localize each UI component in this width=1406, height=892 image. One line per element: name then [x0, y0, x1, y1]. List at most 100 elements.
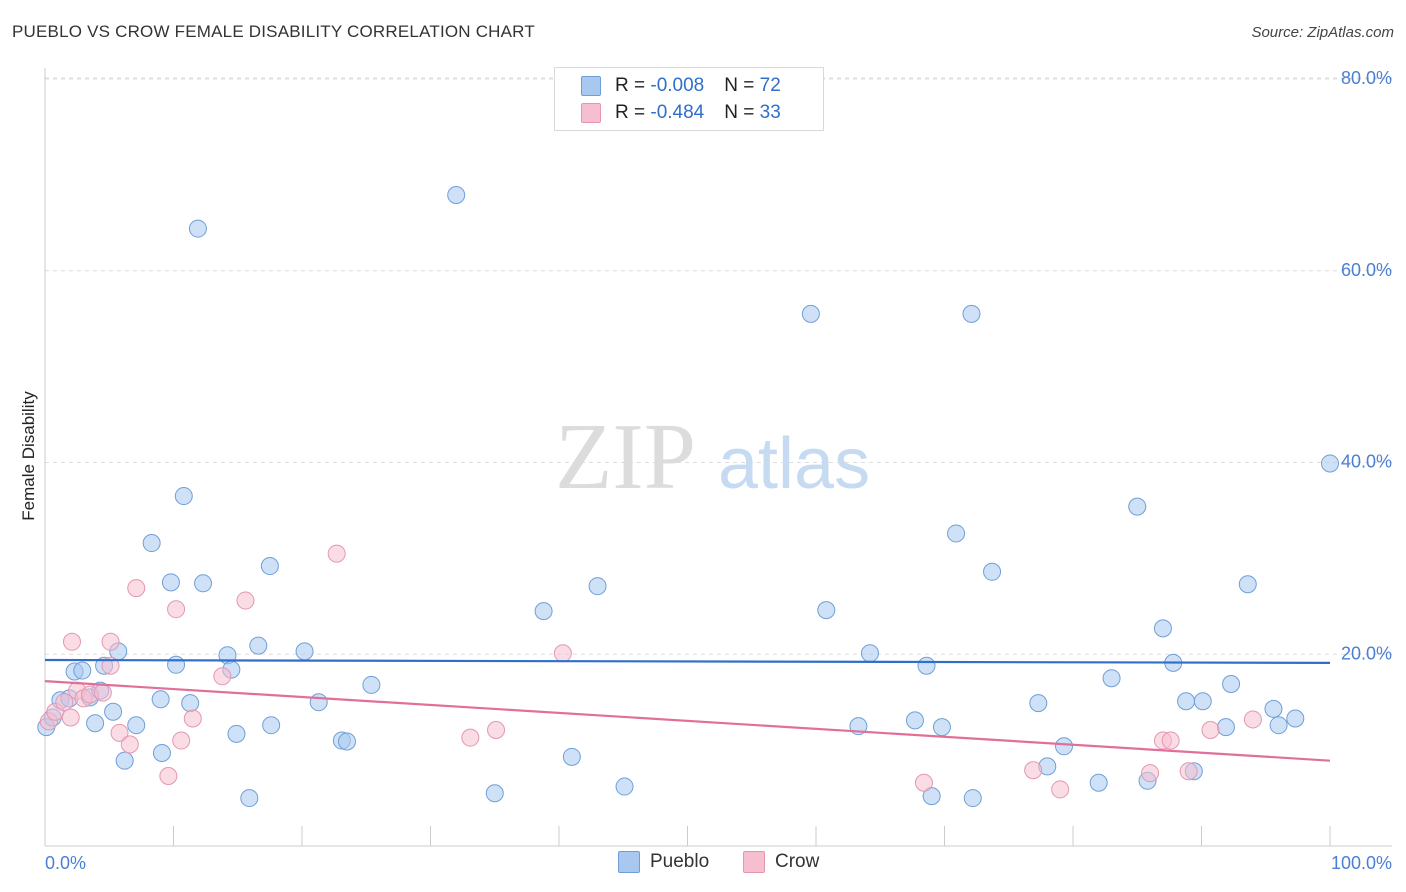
trend-lines: [44, 658, 1331, 762]
pueblo-point: [1264, 699, 1283, 718]
chart-title: PUEBLO VS CROW FEMALE DISABILITY CORRELA…: [12, 22, 535, 41]
legend-label-crow: Crow: [775, 851, 820, 872]
crow-point: [110, 723, 129, 742]
pueblo-point: [922, 787, 941, 806]
pueblo-point: [447, 186, 466, 205]
pueblo-point: [1177, 692, 1196, 711]
pueblo-point: [801, 304, 820, 323]
pueblo-point: [1153, 619, 1172, 638]
legend-n-value: 72: [759, 75, 781, 96]
pueblo-trend-line: [44, 658, 1331, 664]
pueblo-point: [962, 304, 981, 323]
crow-point: [914, 773, 933, 792]
pueblo-point: [151, 690, 170, 709]
pueblo-legend-icon: [618, 851, 640, 873]
pueblo-point: [1102, 669, 1121, 688]
y-tick-label: 40.0%: [1341, 452, 1392, 472]
crow-legend-icon: [743, 851, 765, 873]
data-points: [37, 186, 1339, 808]
crow-swatch-icon: [581, 103, 601, 123]
legend-n-label: N =: [724, 75, 760, 96]
pueblo-point: [1216, 718, 1235, 737]
crow-point: [461, 728, 480, 747]
legend-r-label: R =: [615, 102, 651, 123]
pueblo-point: [1128, 497, 1147, 516]
pueblo-point: [534, 602, 553, 621]
pueblo-point: [260, 557, 279, 576]
pueblo-point: [86, 714, 105, 733]
crow-point: [1243, 710, 1262, 729]
pueblo-point: [917, 656, 936, 675]
watermark-atlas: atlas: [718, 424, 870, 504]
pueblo-point: [860, 644, 879, 663]
legend-label-pueblo: Pueblo: [650, 851, 710, 872]
pueblo-point: [127, 716, 146, 735]
crow-point: [1161, 731, 1180, 750]
source-label: Source: ZipAtlas.com: [1251, 24, 1394, 41]
pueblo-point: [1089, 773, 1108, 792]
y-tick-label: 80.0%: [1341, 68, 1392, 88]
pueblo-point: [174, 487, 193, 506]
x-tick-label: 0.0%: [45, 853, 86, 873]
pueblo-point: [249, 636, 268, 655]
legend-row-pueblo: R = -0.008 N = 72: [581, 73, 781, 99]
crow-point: [327, 544, 346, 563]
legend-n-value: 33: [759, 102, 781, 123]
pueblo-point: [161, 573, 180, 592]
pueblo-point: [615, 777, 634, 796]
pueblo-point: [194, 574, 213, 593]
pueblo-point: [817, 601, 836, 620]
pueblo-point: [1238, 575, 1257, 594]
pueblo-point: [485, 784, 504, 803]
pueblo-point: [963, 789, 982, 808]
crow-point: [120, 735, 139, 754]
crow-trend-line: [44, 679, 1331, 762]
pueblo-point: [588, 577, 607, 596]
pueblo-point: [188, 219, 207, 238]
crow-point: [213, 667, 232, 686]
y-tick-labels: 20.0% 40.0% 60.0% 80.0%: [1341, 68, 1392, 663]
pueblo-point: [983, 562, 1002, 581]
pueblo-point: [1193, 692, 1212, 711]
x-tick-labels: 0.0% 100.0%: [45, 853, 1392, 873]
pueblo-point: [167, 655, 186, 674]
crow-point: [101, 632, 120, 651]
crow-point: [553, 644, 572, 663]
pueblo-point: [905, 711, 924, 730]
crow-point: [93, 683, 112, 702]
crow-point: [101, 656, 120, 675]
pueblo-point: [152, 744, 171, 763]
legend-r-value: -0.484: [650, 102, 705, 123]
watermark-zip: ZIP: [555, 405, 696, 509]
pueblo-point: [142, 534, 161, 553]
grid-lines: [45, 77, 1392, 655]
pueblo-point: [1286, 709, 1305, 728]
legend-n-label: N =: [724, 102, 760, 123]
y-axis-title: Female Disability: [19, 391, 38, 521]
pueblo-point: [362, 675, 381, 694]
legend-item-crow[interactable]: Crow: [743, 851, 819, 873]
pueblo-point: [104, 702, 123, 721]
pueblo-point: [262, 716, 281, 735]
crow-point: [183, 709, 202, 728]
legend-r-label: R =: [615, 75, 651, 96]
crow-point: [172, 731, 191, 750]
pueblo-point: [337, 732, 356, 751]
pueblo-point: [295, 642, 314, 661]
pueblo-swatch-icon: [581, 76, 601, 96]
pueblo-point: [227, 724, 246, 743]
legend-row-crow: R = -0.484 N = 33: [581, 100, 781, 126]
pueblo-point: [1222, 674, 1241, 693]
series-legend: Pueblo Crow: [0, 851, 1406, 877]
pueblo-point: [932, 718, 951, 737]
pueblo-point: [309, 693, 328, 712]
pueblo-point: [1269, 716, 1288, 735]
crow-point: [1201, 720, 1220, 739]
y-tick-label: 60.0%: [1341, 260, 1392, 280]
legend-item-pueblo[interactable]: Pueblo: [618, 851, 709, 873]
crow-point: [167, 600, 186, 619]
crow-point: [127, 579, 146, 598]
pueblo-point: [181, 694, 200, 713]
pueblo-point: [1321, 454, 1339, 473]
